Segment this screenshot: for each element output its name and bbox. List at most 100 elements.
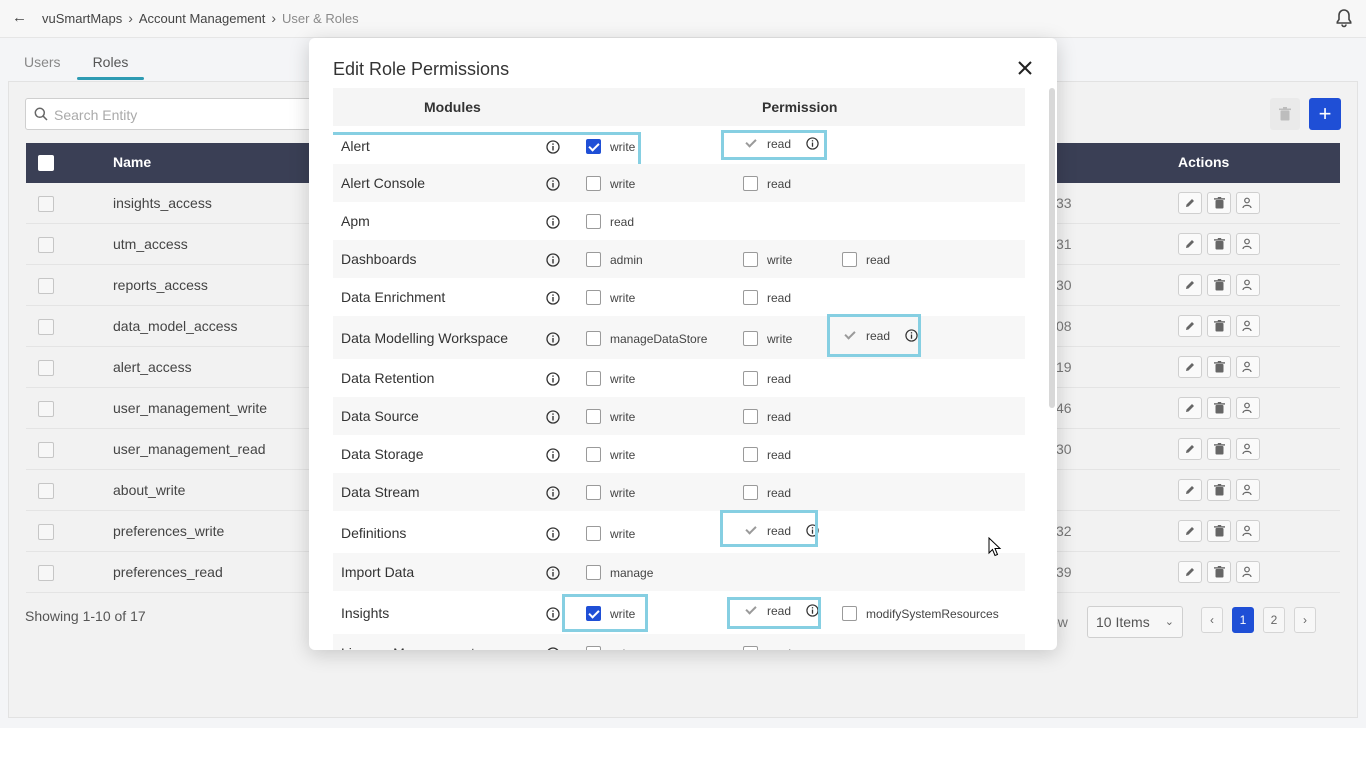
- breadcrumb-item-account-management[interactable]: Account Management: [138, 11, 266, 26]
- permission-checkbox[interactable]: [586, 447, 601, 462]
- permission-option[interactable]: manageDataStore: [586, 331, 707, 346]
- row-checkbox[interactable]: [38, 278, 54, 294]
- info-icon[interactable]: [546, 448, 560, 462]
- info-icon[interactable]: [905, 329, 918, 342]
- info-icon[interactable]: [546, 607, 560, 621]
- permission-option[interactable]: write: [586, 139, 635, 154]
- permission-checkbox[interactable]: [743, 447, 758, 462]
- info-icon[interactable]: [546, 372, 560, 386]
- info-icon[interactable]: [546, 291, 560, 305]
- permission-checkbox[interactable]: [586, 526, 601, 541]
- permission-checkbox[interactable]: [842, 606, 857, 621]
- permission-option[interactable]: read: [743, 136, 819, 151]
- search-box[interactable]: [25, 98, 315, 130]
- row-checkbox[interactable]: [38, 483, 54, 499]
- permission-option[interactable]: read: [743, 447, 791, 462]
- permission-checkbox[interactable]: [743, 252, 758, 267]
- permission-checkbox[interactable]: [586, 290, 601, 305]
- delete-row-button[interactable]: [1207, 274, 1231, 296]
- permission-checkbox[interactable]: [743, 290, 758, 305]
- assign-user-button[interactable]: [1236, 479, 1260, 501]
- edit-button[interactable]: [1178, 233, 1202, 255]
- page-1-button[interactable]: 1: [1232, 607, 1254, 633]
- row-checkbox[interactable]: [38, 237, 54, 253]
- edit-button[interactable]: [1178, 561, 1202, 583]
- assign-user-button[interactable]: [1236, 315, 1260, 337]
- bell-icon[interactable]: [1334, 8, 1354, 28]
- next-page-button[interactable]: ›: [1294, 607, 1316, 633]
- assign-user-button[interactable]: [1236, 438, 1260, 460]
- permission-checkbox[interactable]: [586, 646, 601, 650]
- permission-option[interactable]: modifySystemResources: [842, 606, 999, 621]
- info-icon[interactable]: [546, 527, 560, 541]
- permission-option[interactable]: read: [743, 485, 791, 500]
- close-icon[interactable]: [1015, 58, 1035, 78]
- permission-checkbox[interactable]: [842, 252, 857, 267]
- permission-checkbox[interactable]: [586, 331, 601, 346]
- info-icon[interactable]: [806, 137, 819, 150]
- delete-row-button[interactable]: [1207, 315, 1231, 337]
- edit-button[interactable]: [1178, 479, 1202, 501]
- assign-user-button[interactable]: [1236, 397, 1260, 419]
- edit-button[interactable]: [1178, 274, 1202, 296]
- permission-checkbox[interactable]: [743, 371, 758, 386]
- delete-row-button[interactable]: [1207, 192, 1231, 214]
- delete-row-button[interactable]: [1207, 561, 1231, 583]
- row-checkbox[interactable]: [38, 360, 54, 376]
- page-2-button[interactable]: 2: [1263, 607, 1285, 633]
- delete-row-button[interactable]: [1207, 438, 1231, 460]
- info-icon[interactable]: [546, 486, 560, 500]
- permission-option[interactable]: write: [586, 526, 635, 541]
- permission-option[interactable]: read: [842, 252, 890, 267]
- tab-users[interactable]: Users: [24, 54, 61, 70]
- permission-option[interactable]: write: [586, 646, 635, 650]
- permission-option[interactable]: read: [586, 214, 634, 229]
- row-checkbox[interactable]: [38, 524, 54, 540]
- row-checkbox[interactable]: [38, 319, 54, 335]
- permission-checkbox[interactable]: [586, 409, 601, 424]
- permission-checkbox[interactable]: [743, 409, 758, 424]
- permission-checkbox[interactable]: [743, 646, 758, 650]
- edit-button[interactable]: [1178, 438, 1202, 460]
- permission-option[interactable]: read: [743, 176, 791, 191]
- items-per-page-select[interactable]: 10 Items ⌄: [1087, 606, 1183, 638]
- permission-checkbox[interactable]: [586, 176, 601, 191]
- edit-button[interactable]: [1178, 315, 1202, 337]
- permission-option[interactable]: write: [586, 176, 635, 191]
- info-icon[interactable]: [546, 332, 560, 346]
- info-icon[interactable]: [546, 140, 560, 154]
- permission-checkbox[interactable]: [586, 214, 601, 229]
- assign-user-button[interactable]: [1236, 233, 1260, 255]
- delete-button[interactable]: [1270, 98, 1300, 130]
- assign-user-button[interactable]: [1236, 561, 1260, 583]
- permission-checkbox[interactable]: [743, 485, 758, 500]
- permission-checkbox[interactable]: [586, 485, 601, 500]
- permission-option[interactable]: write: [586, 447, 635, 462]
- permission-option[interactable]: write: [586, 485, 635, 500]
- delete-row-button[interactable]: [1207, 397, 1231, 419]
- delete-row-button[interactable]: [1207, 233, 1231, 255]
- permission-option[interactable]: write: [743, 331, 792, 346]
- permission-checkbox[interactable]: [743, 331, 758, 346]
- info-icon[interactable]: [546, 647, 560, 650]
- row-checkbox[interactable]: [38, 442, 54, 458]
- permission-option[interactable]: write: [743, 252, 792, 267]
- assign-user-button[interactable]: [1236, 356, 1260, 378]
- permission-checkbox[interactable]: [586, 565, 601, 580]
- permission-checkbox[interactable]: [586, 139, 601, 154]
- select-all-checkbox[interactable]: [38, 155, 54, 171]
- modal-scrollbar[interactable]: [1049, 88, 1055, 408]
- info-icon[interactable]: [546, 177, 560, 191]
- breadcrumb-item-vusmartmaps[interactable]: vuSmartMaps: [42, 11, 123, 26]
- permission-option[interactable]: read: [743, 371, 791, 386]
- permission-option[interactable]: write: [586, 290, 635, 305]
- permission-checkbox[interactable]: [743, 176, 758, 191]
- permission-option[interactable]: read: [743, 290, 791, 305]
- search-input[interactable]: [54, 105, 304, 125]
- add-role-button[interactable]: +: [1309, 98, 1341, 130]
- permission-option[interactable]: read: [743, 523, 819, 538]
- permission-option[interactable]: write: [586, 371, 635, 386]
- info-icon[interactable]: [546, 566, 560, 580]
- permission-option[interactable]: write: [586, 409, 635, 424]
- permission-checkbox[interactable]: [586, 606, 601, 621]
